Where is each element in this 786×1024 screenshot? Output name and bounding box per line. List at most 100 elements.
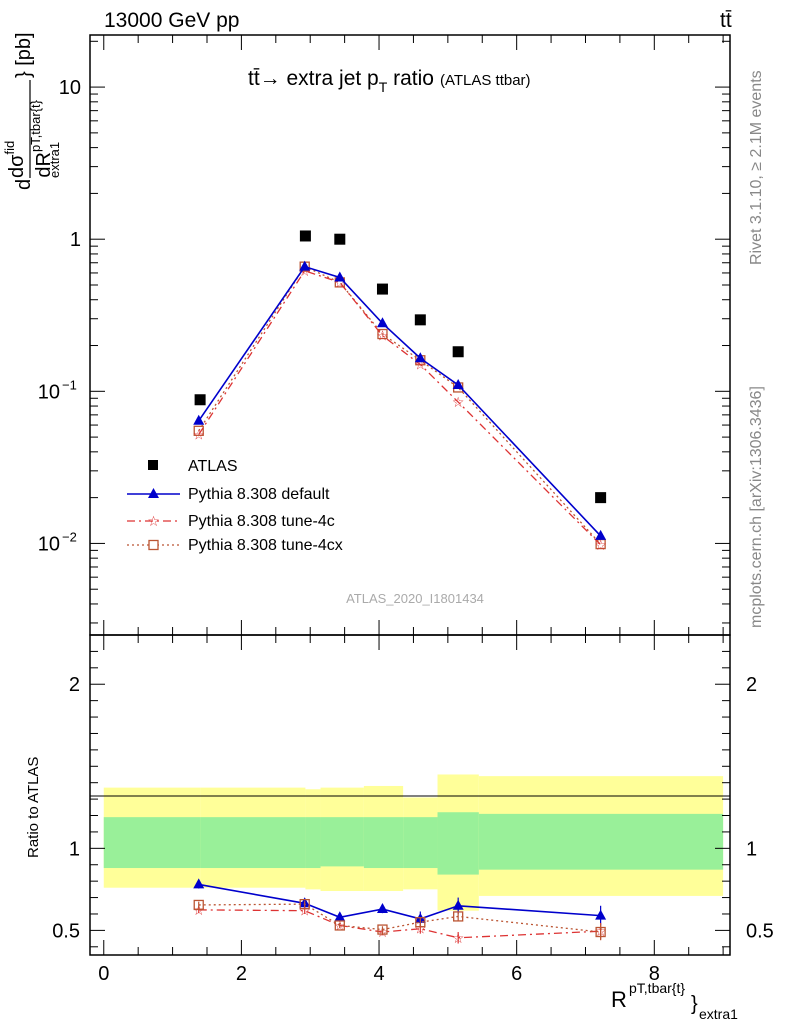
- ylabel-numerator: dσfid: [2, 141, 28, 178]
- legend-marker-atlas: [148, 460, 158, 470]
- ratio-frame: [89, 634, 731, 956]
- main-series-point: ☆: [376, 328, 389, 344]
- ylabel-unit: } [pb]: [13, 32, 35, 78]
- x-axis-label: R pT,tbar{t} } extra1: [611, 980, 738, 1022]
- main-marks: ☆☆☆☆☆☆☆: [192, 230, 607, 553]
- main-ytick-label: 10: [38, 381, 60, 403]
- ratio-ytick-label: 1: [69, 838, 80, 860]
- xtick-label: 6: [511, 963, 522, 985]
- rivet-label: Rivet 3.1.10, ≥ 2.1M events: [748, 70, 765, 265]
- ylabel-d: d: [13, 179, 35, 190]
- main-ytick-exponent: −1: [62, 377, 77, 392]
- main-series-point: ☆: [594, 537, 607, 553]
- main-ytick-label: 1: [70, 229, 81, 251]
- main-ytick-label: 10: [59, 77, 81, 99]
- main-series-point: [414, 352, 426, 363]
- ratio-series-point: [595, 909, 607, 920]
- ratio-band-inner: [363, 817, 404, 869]
- legend-label-tune4cx: Pythia 8.308 tune-4cx: [188, 537, 343, 554]
- main-series-point: [299, 260, 311, 271]
- legend-marker-tune4c: ☆: [147, 513, 160, 529]
- main-series-point: [595, 529, 607, 540]
- ratio-ytick-label-right: 1: [746, 838, 757, 860]
- legend: ATLAS Pythia 8.308 default ☆ Pythia 8.30…: [127, 458, 343, 554]
- xlabel-brace: }: [691, 993, 698, 1015]
- xtick-label: 8: [649, 963, 660, 985]
- ratio-ytick-label-right: 2: [746, 674, 757, 696]
- legend-item-tune4cx: Pythia 8.308 tune-4cx: [127, 537, 343, 554]
- xtick-label: 2: [236, 963, 247, 985]
- ratio-ytick-label-right: 0.5: [746, 920, 774, 942]
- ratio-marks: ☆ ☆☆ ☆ ☆☆ ☆: [192, 878, 607, 946]
- main-frame: [89, 34, 731, 636]
- mcplots-label: mcplots.cern.ch [arXiv:1306.3436]: [748, 386, 765, 628]
- xlabel-superscript: pT,tbar{t}: [629, 980, 685, 996]
- ratio-series-point: [453, 911, 464, 922]
- legend-label-tune4c: Pythia 8.308 tune-4c: [188, 513, 335, 530]
- ratio-series-point: [299, 898, 310, 910]
- ratio-series-point: [595, 926, 606, 938]
- xtick-label: 0: [98, 963, 109, 985]
- legend-label-default: Pythia 8.308 default: [188, 486, 330, 503]
- atlas-data-point: [299, 230, 311, 242]
- legend-item-default: Pythia 8.308 default: [127, 486, 330, 503]
- atlas-data-point: [194, 394, 206, 406]
- collision-label: 13000 GeV pp: [104, 9, 239, 32]
- xlabel-subscript: extra1: [699, 1006, 738, 1022]
- main-series-point: [452, 379, 464, 390]
- ratio-series-point: [193, 878, 205, 889]
- xlabel-main: R: [611, 987, 627, 1012]
- ratio-series-point: ☆: [414, 921, 427, 937]
- ratio-series-point: [415, 917, 426, 928]
- ratio-band-inner: [320, 817, 364, 867]
- ratio-band-inner: [305, 817, 321, 869]
- ratio-series-point: ☆: [452, 930, 465, 946]
- main-series-point: [377, 328, 388, 340]
- atlas-data-point: [414, 314, 426, 326]
- ratio-bands: [103, 774, 724, 911]
- ratio-ytick-label: 0.5: [52, 920, 80, 942]
- main-series-point: [193, 425, 204, 436]
- plot-title: tt̄→ extra jet pT ratio (ATLAS ttbar): [248, 67, 531, 95]
- analysis-id: ATLAS_2020_I1801434: [346, 591, 484, 606]
- legend-item-atlas: ATLAS: [148, 458, 238, 475]
- ratio-band-inner: [103, 817, 201, 869]
- legend-item-tune4c: ☆ Pythia 8.308 tune-4c: [127, 513, 335, 530]
- atlas-data-point: [376, 283, 388, 295]
- main-series-point: [376, 317, 388, 328]
- legend-marker-default: [148, 488, 159, 498]
- main-ytick-label: 10: [38, 533, 60, 555]
- ratio-series-point: ☆: [298, 903, 311, 919]
- ratio-series-point: [376, 903, 388, 914]
- ratio-ytick-label: 2: [69, 674, 80, 696]
- xtick-label: 4: [373, 963, 384, 985]
- main-series-line: [198, 270, 602, 546]
- process-label: tt̄: [720, 9, 732, 32]
- ratio-series-point: [193, 899, 204, 911]
- atlas-data-point: [452, 346, 464, 358]
- legend-label-atlas: ATLAS: [188, 458, 238, 475]
- main-series-point: ☆: [192, 427, 205, 443]
- ratio-y-label: Ratio to ATLAS: [25, 757, 42, 858]
- ratio-series-point: [377, 924, 388, 935]
- ratio-series-point: [334, 911, 346, 922]
- ratio-axes: 0.5 0.5 1 1 2 2 0 2 4 6 8: [52, 634, 774, 985]
- main-series-point: [193, 414, 205, 425]
- legend-marker-tune4cx: [148, 539, 159, 551]
- ratio-band-inner: [478, 813, 724, 870]
- atlas-data-point: [595, 492, 607, 504]
- ratio-series-point: [452, 899, 464, 910]
- ylabel-denominator: dRpT,tbar{t}extra1: [28, 99, 62, 178]
- ratio-band-inner: [200, 817, 306, 869]
- atlas-data-point: [334, 233, 346, 245]
- main-ytick-exponent: −2: [62, 529, 77, 544]
- main-series-point: [334, 271, 346, 282]
- ratio-series-point: [334, 920, 345, 931]
- main-y-label: d dσfid dRpT,tbar{t}extra1 } [pb]: [2, 32, 62, 190]
- ratio-band-inner: [403, 817, 438, 869]
- main-series-point: ☆: [452, 394, 465, 410]
- ratio-series-line: [198, 903, 601, 933]
